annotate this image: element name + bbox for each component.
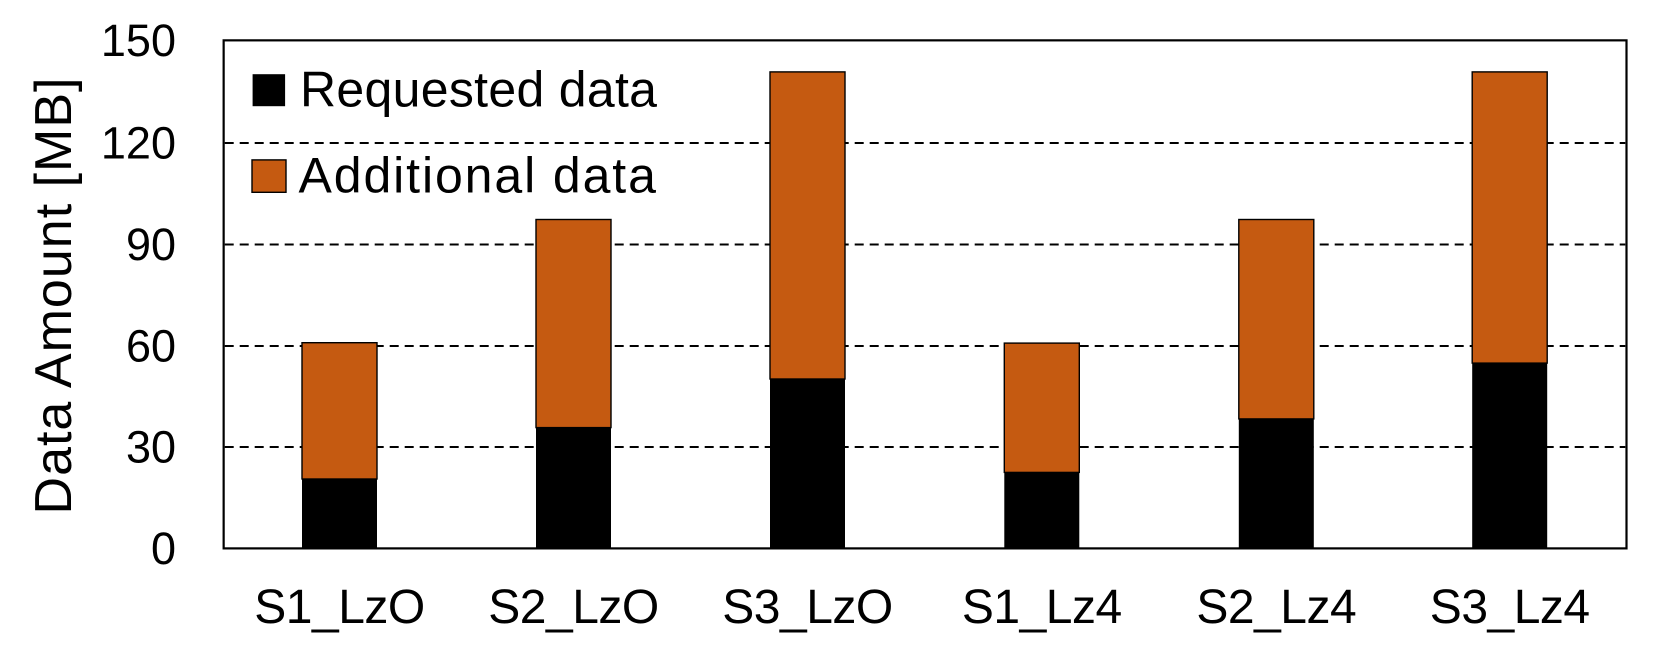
- svg-text:S2_LzO: S2_LzO: [488, 581, 658, 634]
- svg-text:Requested data: Requested data: [300, 61, 657, 117]
- svg-text:0: 0: [151, 523, 176, 574]
- svg-text:Data Amount [MB]: Data Amount [MB]: [25, 77, 83, 515]
- svg-text:Additional data: Additional data: [299, 147, 658, 203]
- svg-text:150: 150: [101, 15, 176, 66]
- svg-text:S3_Lz4: S3_Lz4: [1430, 581, 1590, 634]
- svg-text:S1_Lz4: S1_Lz4: [962, 581, 1122, 634]
- svg-text:S3_LzO: S3_LzO: [722, 581, 892, 634]
- svg-text:30: 30: [126, 422, 176, 473]
- svg-text:120: 120: [101, 118, 176, 169]
- svg-text:S2_Lz4: S2_Lz4: [1196, 581, 1356, 634]
- svg-text:60: 60: [126, 321, 176, 372]
- svg-text:90: 90: [126, 219, 176, 270]
- svg-text:S1_LzO: S1_LzO: [254, 581, 424, 634]
